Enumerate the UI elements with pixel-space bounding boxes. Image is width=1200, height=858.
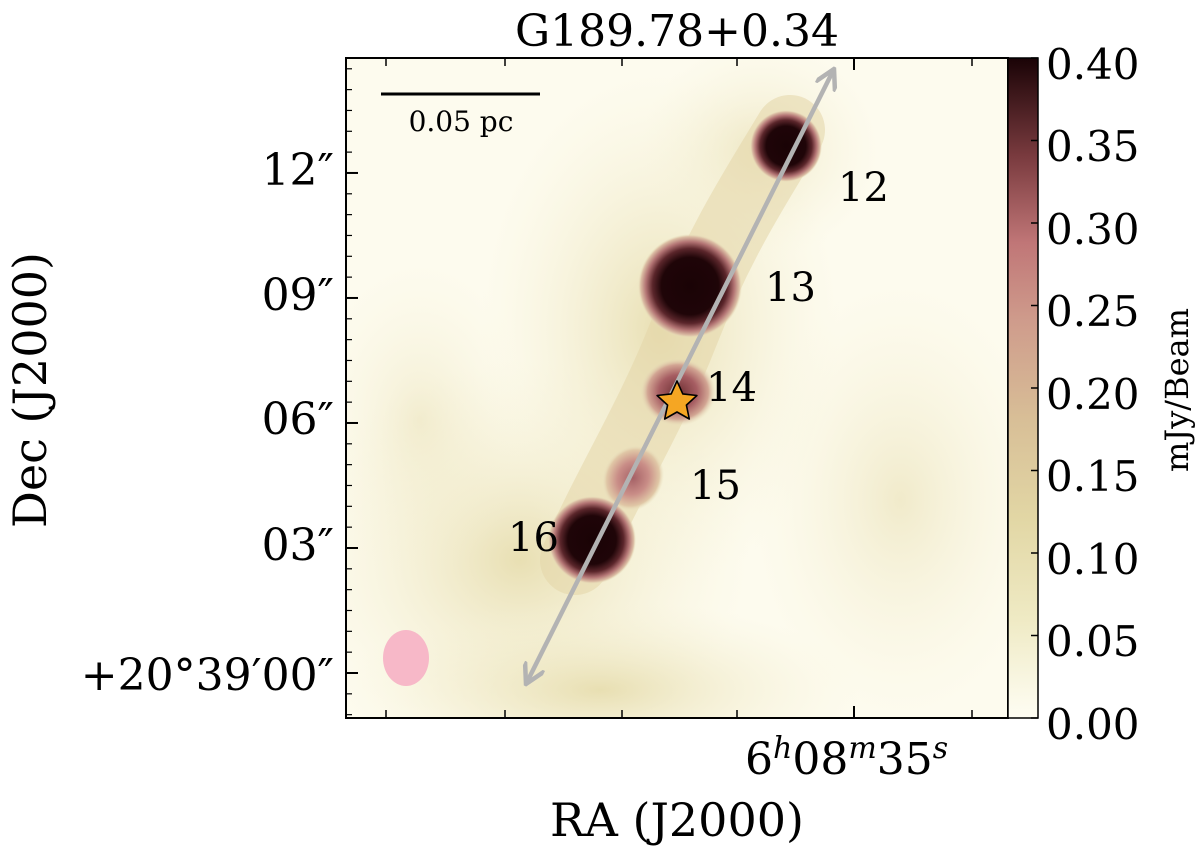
- scale-bar-label: 0.05 pc: [409, 105, 514, 138]
- core-label-15: 15: [690, 463, 741, 509]
- axis-ticks: [346, 58, 973, 718]
- core-12: [750, 110, 822, 182]
- y-tick-label: 03″: [262, 520, 334, 571]
- core-label-16: 16: [508, 515, 559, 561]
- protostar-star: [656, 380, 698, 420]
- colorbar-label: mJy/Beam: [1158, 308, 1196, 472]
- colorbar-tick-label: 0.30: [1046, 205, 1140, 254]
- filament-axis-arrow: [527, 71, 833, 682]
- chart-title: G189.78+0.34: [515, 6, 839, 57]
- x-tick-label: 6h08m35s: [745, 731, 948, 785]
- y-tick-label: 06″: [262, 394, 334, 445]
- colorbar-tick-labels: 0.40 0.35 0.30 0.25 0.20 0.15 0.10 0.05 …: [1046, 40, 1140, 749]
- y-tick-label: 09″: [262, 270, 334, 321]
- y-tick-label: +20°39′00″: [81, 650, 334, 701]
- colorbar-tick-label: 0.00: [1046, 700, 1140, 749]
- y-tick-labels: 12″ 09″ 06″ 03″ +20°39′00″: [81, 145, 334, 701]
- colorbar-tick-label: 0.10: [1046, 535, 1140, 584]
- y-tick-label: 12″: [262, 145, 334, 196]
- core-label-12: 12: [838, 165, 889, 211]
- x-axis-label: RA (J2000): [550, 793, 804, 847]
- y-axis-label: Dec (J2000): [3, 252, 57, 528]
- colorbar-tick-label: 0.15: [1046, 452, 1140, 501]
- colorbar-ticks: [1031, 57, 1038, 719]
- beam-ellipse: [383, 630, 429, 686]
- core-16: [548, 496, 636, 584]
- colorbar-tick-label: 0.35: [1046, 122, 1140, 171]
- colorbar-tick-label: 0.20: [1046, 370, 1140, 419]
- colorbar-tick-label: 0.05: [1046, 617, 1140, 666]
- core-label-13: 13: [765, 265, 816, 311]
- colorbar-tick-label: 0.40: [1046, 40, 1140, 89]
- core-label-14: 14: [706, 365, 757, 411]
- colorbar-tick-label: 0.25: [1046, 287, 1140, 336]
